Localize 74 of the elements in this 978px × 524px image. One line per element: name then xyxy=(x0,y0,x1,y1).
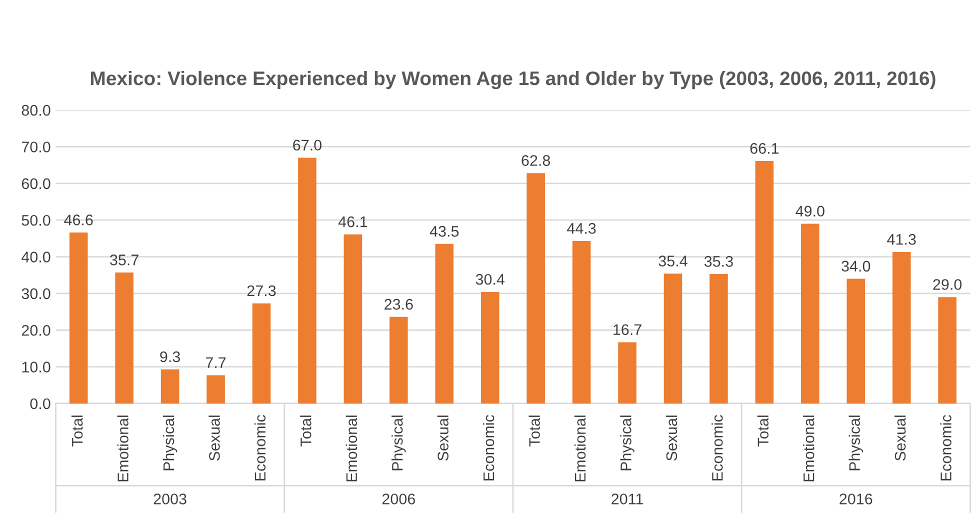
bar xyxy=(846,278,866,404)
x-tick-label: Physical xyxy=(162,416,178,470)
data-label: 30.4 xyxy=(476,274,505,285)
data-label: 62.8 xyxy=(522,155,550,166)
x-tick-label: Sexual xyxy=(666,416,678,461)
y-tick-label: 0.0 xyxy=(30,398,50,410)
bar xyxy=(892,252,911,404)
data-label: 35.3 xyxy=(704,256,733,267)
x-tick-label: Emotional xyxy=(117,416,128,482)
bar xyxy=(298,158,316,404)
data-label: 35.4 xyxy=(658,256,688,266)
data-label: 16.7 xyxy=(614,324,642,336)
bar xyxy=(618,342,636,404)
y-tick-label: 20.0 xyxy=(22,324,50,336)
data-label: 41.3 xyxy=(887,234,916,245)
data-label: 43.5 xyxy=(430,226,459,237)
bar xyxy=(435,244,454,404)
x-tick-label: Sexual xyxy=(208,416,220,461)
x-tick-label: Economic xyxy=(482,414,494,480)
y-tick-label: 60.0 xyxy=(22,178,50,190)
x-tick-label: Total xyxy=(528,416,540,447)
x-tick-label: Total xyxy=(757,416,769,447)
x-tick-label: Emotional xyxy=(346,416,358,482)
x-tick-label: Emotional xyxy=(574,416,586,482)
text: 2003 xyxy=(154,494,186,504)
bar xyxy=(344,234,362,404)
bar xyxy=(480,292,500,404)
data-label: 67.0 xyxy=(293,140,322,151)
x-tick-label: Economic xyxy=(940,414,952,480)
data-label: 23.6 xyxy=(384,298,413,310)
x-tick-label: Emotional xyxy=(803,416,814,482)
data-label: 35.7 xyxy=(110,254,138,266)
x-tick-label: Total xyxy=(300,416,312,447)
bar xyxy=(526,173,545,404)
data-label: 29.0 xyxy=(933,279,962,290)
chart-title: Mexico: Violence Experienced by Women Age 15 and Older by Type (2003, 2006, 2011, 2016) xyxy=(90,70,936,90)
bar xyxy=(390,316,408,404)
data-label: 46.6 xyxy=(64,214,93,226)
text: 2011 xyxy=(612,494,643,504)
x-tick-label: Physical xyxy=(392,416,406,470)
text: 2006 xyxy=(382,494,415,504)
x-tick-label: Economic xyxy=(254,414,266,480)
bar xyxy=(801,224,820,404)
x-tick-label: Total xyxy=(71,416,83,447)
data-label: 66.1 xyxy=(750,143,779,154)
y-tick-label: 30.0 xyxy=(22,288,50,300)
bar xyxy=(115,272,134,404)
bar xyxy=(755,161,774,404)
x-tick-label: Physical xyxy=(848,416,863,470)
bar xyxy=(938,297,956,404)
y-tick-label: 80.0 xyxy=(22,104,50,116)
bar xyxy=(69,232,88,404)
data-label: 27.3 xyxy=(247,285,276,296)
data-label: 7.7 xyxy=(206,357,226,368)
y-tick-label: 10.0 xyxy=(22,362,50,372)
bar xyxy=(206,375,225,404)
data-label: 34.0 xyxy=(842,260,870,272)
data-label: 46.1 xyxy=(338,216,368,228)
y-tick-label: 40.0 xyxy=(22,252,50,262)
y-tick-label: 70.0 xyxy=(22,142,50,152)
bar xyxy=(710,274,728,404)
x-tick-label: Sexual xyxy=(437,416,448,461)
x-tick-label: Sexual xyxy=(894,416,906,461)
bar xyxy=(572,240,591,404)
y-tick-label: 50.0 xyxy=(22,214,50,226)
text: 2016 xyxy=(840,494,872,504)
data-label: 49.0 xyxy=(796,206,824,217)
data-label: 9.3 xyxy=(160,351,180,362)
bar xyxy=(160,369,180,404)
bar xyxy=(252,303,271,404)
data-label: 44.3 xyxy=(567,222,596,234)
x-tick-label: Physical xyxy=(620,416,634,470)
bar xyxy=(664,274,682,404)
x-tick-label: Economic xyxy=(712,414,723,480)
